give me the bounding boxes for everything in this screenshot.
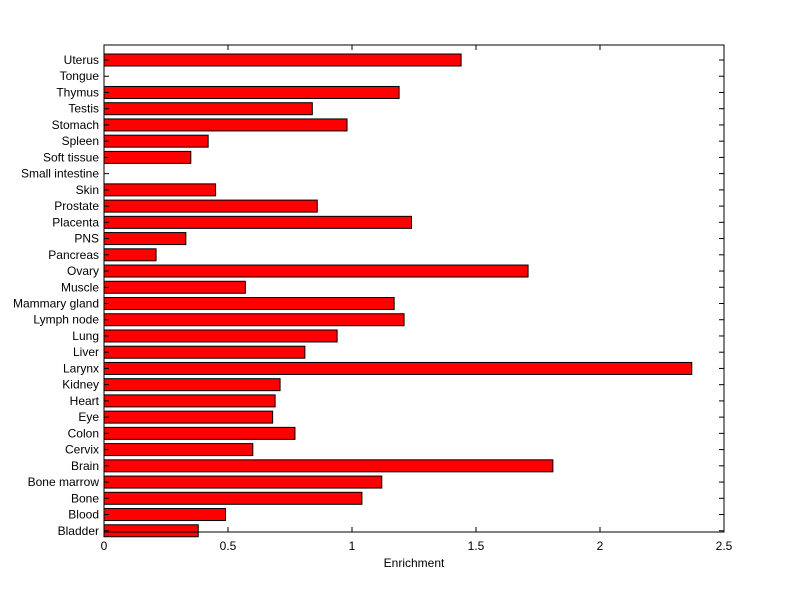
x-ticks-group: 0 0.5 1 1.5 2 2.5	[101, 45, 733, 553]
y-tick-label: Mammary gland	[13, 297, 99, 311]
bar-liver	[103, 345, 306, 359]
y-tick-label: Colon	[68, 426, 99, 440]
bar-colon	[103, 426, 296, 440]
y-tick-label: Liver	[73, 345, 99, 359]
y-tick-label: Bone marrow	[28, 475, 100, 489]
bar-soft-tissue	[103, 150, 192, 164]
bar-muscle	[103, 280, 246, 294]
bar-kidney	[103, 378, 281, 392]
bar-uterus	[103, 53, 462, 67]
y-tick-label: Stomach	[52, 118, 99, 132]
y-tick-label: Small intestine	[21, 167, 99, 181]
x-tick-label: 1	[349, 539, 356, 553]
bar-larynx	[103, 361, 693, 375]
y-tick-label: Spleen	[62, 134, 99, 148]
y-tick-label: Kidney	[62, 378, 99, 392]
y-tick-label: Brain	[71, 459, 99, 473]
x-axis-label: Enrichment	[384, 556, 445, 570]
y-tick-label: Thymus	[56, 85, 99, 99]
bar-bone	[103, 491, 363, 505]
y-tick-label: Tongue	[60, 69, 100, 83]
bar-spleen	[103, 134, 209, 148]
y-tick-label: Lymph node	[33, 313, 99, 327]
x-tick-label: 2	[597, 539, 604, 553]
y-tick-label: Placenta	[52, 215, 99, 229]
y-tick-label: Muscle	[61, 280, 99, 294]
bar-eye	[103, 410, 274, 424]
x-tick-label: 0	[101, 539, 108, 553]
x-tick-label: 1.5	[468, 539, 485, 553]
bars-group	[103, 53, 693, 538]
y-tick-label: Ovary	[67, 264, 99, 278]
bar-thymus	[103, 85, 400, 99]
bar-placenta	[103, 215, 413, 229]
x-tick-label: 0.5	[220, 539, 237, 553]
y-tick-label: Cervix	[65, 443, 99, 457]
y-tick-label: Larynx	[63, 361, 99, 375]
bar-ovary	[103, 264, 529, 278]
y-tick-label: Testis	[68, 102, 99, 116]
y-tick-label: Skin	[76, 183, 99, 197]
y-tick-label: Uterus	[64, 53, 99, 67]
bar-heart	[103, 394, 276, 408]
bar-blood	[103, 508, 227, 522]
bar-cervix	[103, 443, 254, 457]
bar-stomach	[103, 118, 348, 132]
bar-testis	[103, 102, 313, 116]
bar-lung	[103, 329, 338, 343]
bar-bone-marrow	[103, 475, 383, 489]
plot-frame	[103, 44, 725, 533]
bar-mammary-gland	[103, 297, 395, 310]
bar-brain	[103, 459, 554, 473]
bar-prostate	[103, 199, 318, 213]
y-tick-label: Soft tissue	[43, 150, 99, 164]
y-tick-label: Lung	[72, 329, 99, 343]
bar-lymph-node	[103, 313, 405, 327]
y-tick-label: Bladder	[58, 524, 99, 538]
y-tick-label: PNS	[74, 232, 99, 246]
y-tick-label: Pancreas	[48, 248, 99, 262]
bar-pancreas	[103, 248, 157, 262]
y-tick-label: Bone	[71, 491, 99, 505]
y-tick-label: Blood	[68, 508, 99, 522]
y-tick-label: Prostate	[54, 199, 99, 213]
y-tick-label: Heart	[70, 394, 100, 408]
y-ticks-group: Uterus Tongue Thymus Testis Stomach Spleen Sof…	[13, 53, 724, 538]
bar-pns	[103, 232, 187, 246]
bar-skin	[103, 183, 217, 197]
bar-bladder	[103, 524, 199, 538]
y-tick-label: Eye	[78, 410, 99, 424]
x-tick-label: 2.5	[716, 539, 733, 553]
